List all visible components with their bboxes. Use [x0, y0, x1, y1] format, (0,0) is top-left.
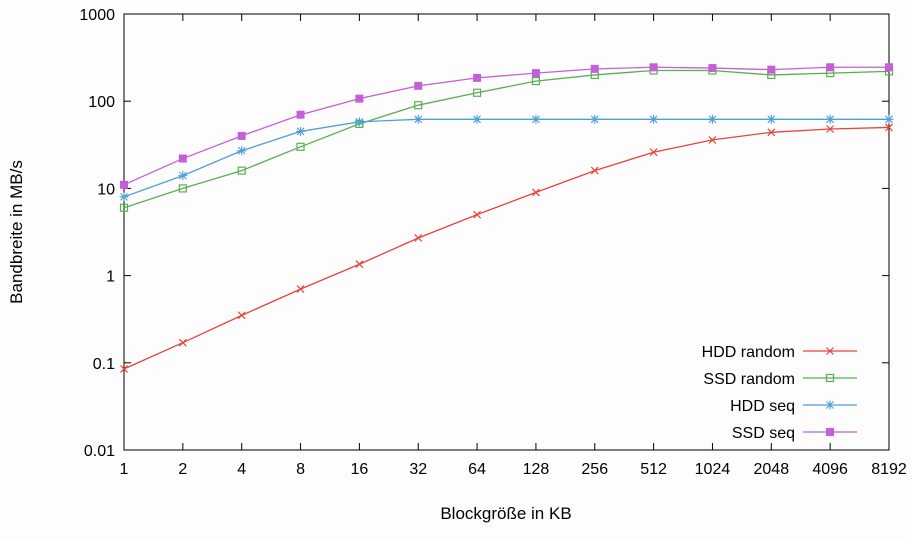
y-tick-label: 1: [106, 269, 115, 286]
asterisk-marker-icon: [413, 114, 423, 124]
x-marker-icon: [355, 260, 364, 269]
y-axis-ticks: 0.01 0.1 1 10 100 1000: [79, 7, 889, 460]
open-square-marker-icon: [414, 101, 423, 110]
open-square-marker-icon: [178, 184, 187, 193]
y-tick-label: 100: [88, 94, 115, 111]
x-marker-icon: [178, 338, 187, 347]
series-hdd-seq: [119, 114, 894, 202]
filled-square-marker-icon: [708, 64, 717, 73]
open-square-marker-icon: [237, 166, 246, 175]
x-marker-icon: [120, 365, 128, 373]
legend-label: SSD random: [703, 371, 795, 388]
legend-label: HDD seq: [730, 398, 795, 415]
x-tick-label: 64: [468, 461, 486, 478]
x-marker-icon: [296, 285, 305, 294]
x-tick-label: 8192: [871, 461, 907, 478]
filled-square-marker-icon: [120, 180, 128, 189]
x-tick-label: 32: [409, 461, 427, 478]
asterisk-marker-icon: [354, 117, 364, 127]
asterisk-marker-icon: [296, 126, 306, 136]
x-tick-label: 256: [581, 461, 608, 478]
filled-square-marker-icon: [826, 63, 835, 72]
x-marker-icon: [473, 210, 482, 219]
asterisk-marker-icon: [178, 171, 188, 181]
legend-label: SSD seq: [732, 425, 795, 442]
x-tick-label: 16: [350, 461, 368, 478]
x-tick-label: 512: [640, 461, 667, 478]
filled-square-marker-icon: [237, 131, 246, 140]
x-marker-icon: [414, 234, 423, 242]
x-marker-icon: [885, 123, 893, 132]
filled-square-marker-icon: [178, 154, 187, 163]
filled-square-marker-icon: [531, 69, 540, 78]
series-hdd-random: [120, 123, 893, 373]
x-tick-label: 128: [523, 461, 550, 478]
filled-square-marker-icon: [649, 63, 658, 72]
filled-square-marker-icon: [826, 428, 834, 436]
x-marker-icon: [531, 188, 540, 197]
asterisk-marker-icon: [707, 114, 717, 124]
y-axis-title: Bandbreite in MB/s: [7, 160, 26, 304]
asterisk-marker-icon: [472, 114, 482, 124]
x-marker-icon: [826, 125, 835, 133]
open-square-marker-icon: [531, 77, 541, 86]
x-axis-ticks: 1 2 4 8 16 32 64 128 256 512 1024 2048 4096 8192: [120, 14, 907, 478]
x-tick-label: 4: [237, 461, 246, 478]
legend-label: HDD random: [702, 344, 795, 361]
x-tick-label: 8: [296, 461, 305, 478]
x-marker-icon: [708, 135, 717, 144]
asterisk-marker-icon: [825, 114, 835, 124]
open-square-marker-icon: [296, 142, 305, 151]
y-tick-label: 1000: [79, 7, 115, 24]
filled-square-marker-icon: [414, 81, 423, 90]
legend: HDD random SSD random HDD seq SSD seq: [702, 344, 857, 442]
filled-square-marker-icon: [355, 94, 364, 103]
asterisk-marker-icon: [884, 114, 894, 124]
asterisk-marker-icon: [649, 114, 659, 124]
x-marker-icon: [767, 128, 776, 137]
plot-border: [123, 13, 890, 451]
x-marker-icon: [590, 166, 599, 175]
filled-square-marker-icon: [296, 110, 305, 119]
x-tick-label: 1024: [695, 461, 731, 478]
asterisk-marker-icon: [766, 114, 776, 124]
filled-square-marker-icon: [473, 73, 482, 82]
asterisk-marker-icon: [119, 192, 129, 202]
asterisk-marker-icon: [531, 114, 541, 124]
asterisk-marker-icon: [825, 400, 835, 410]
x-marker-icon: [237, 311, 246, 320]
y-tick-label: 0.1: [93, 356, 115, 373]
x-marker-icon: [826, 347, 834, 355]
x-tick-label: 2048: [754, 461, 790, 478]
series-ssd-random: [119, 66, 894, 212]
asterisk-marker-icon: [237, 146, 247, 156]
open-square-marker-icon: [119, 203, 129, 212]
x-tick-label: 1: [120, 461, 129, 478]
series-ssd-seq: [120, 63, 893, 189]
y-tick-label: 0.01: [84, 443, 115, 460]
x-tick-label: 2: [178, 461, 187, 478]
filled-square-marker-icon: [590, 64, 599, 73]
y-tick-label: 10: [97, 181, 115, 198]
asterisk-marker-icon: [590, 114, 600, 124]
x-tick-label: 4096: [812, 461, 848, 478]
filled-square-marker-icon: [885, 63, 893, 72]
x-marker-icon: [649, 148, 658, 157]
x-axis-title: Blockgröße in KB: [440, 504, 571, 523]
open-square-marker-icon: [472, 88, 482, 97]
filled-square-marker-icon: [767, 65, 776, 74]
open-square-marker-icon: [825, 373, 835, 383]
